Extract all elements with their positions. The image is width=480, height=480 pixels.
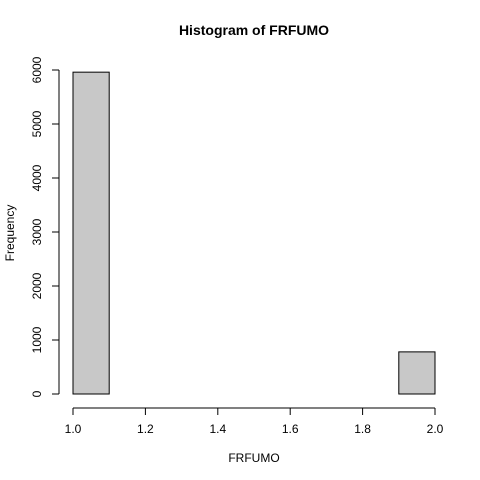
histogram-bar-9 — [398, 351, 436, 395]
y-tick-label: 5000 — [30, 110, 44, 137]
y-axis: 0 1000 2000 3000 4000 5000 6000 — [30, 56, 60, 397]
x-tick-label: 1.0 — [65, 422, 82, 436]
x-tick-label: 1.6 — [282, 422, 299, 436]
y-tick-label: 1000 — [30, 326, 44, 353]
x-tick-label: 1.8 — [354, 422, 371, 436]
y-tick-label: 4000 — [30, 164, 44, 191]
x-tick-label: 1.4 — [209, 422, 226, 436]
y-tick-label: 3000 — [30, 218, 44, 245]
y-tick-label: 6000 — [30, 56, 44, 83]
y-tick-label: 0 — [30, 390, 44, 397]
bars-group — [72, 71, 436, 395]
x-axis-label: FRFUMO — [228, 451, 279, 465]
chart-title: Histogram of FRFUMO — [179, 22, 329, 38]
y-tick-label: 2000 — [30, 272, 44, 299]
y-axis-label: Frequency — [3, 205, 17, 262]
x-axis: 1.0 1.2 1.4 1.6 1.8 2.0 — [65, 407, 444, 436]
histogram-bar-0 — [72, 71, 110, 395]
x-tick-label: 1.2 — [137, 422, 154, 436]
x-tick-label: 2.0 — [427, 422, 444, 436]
